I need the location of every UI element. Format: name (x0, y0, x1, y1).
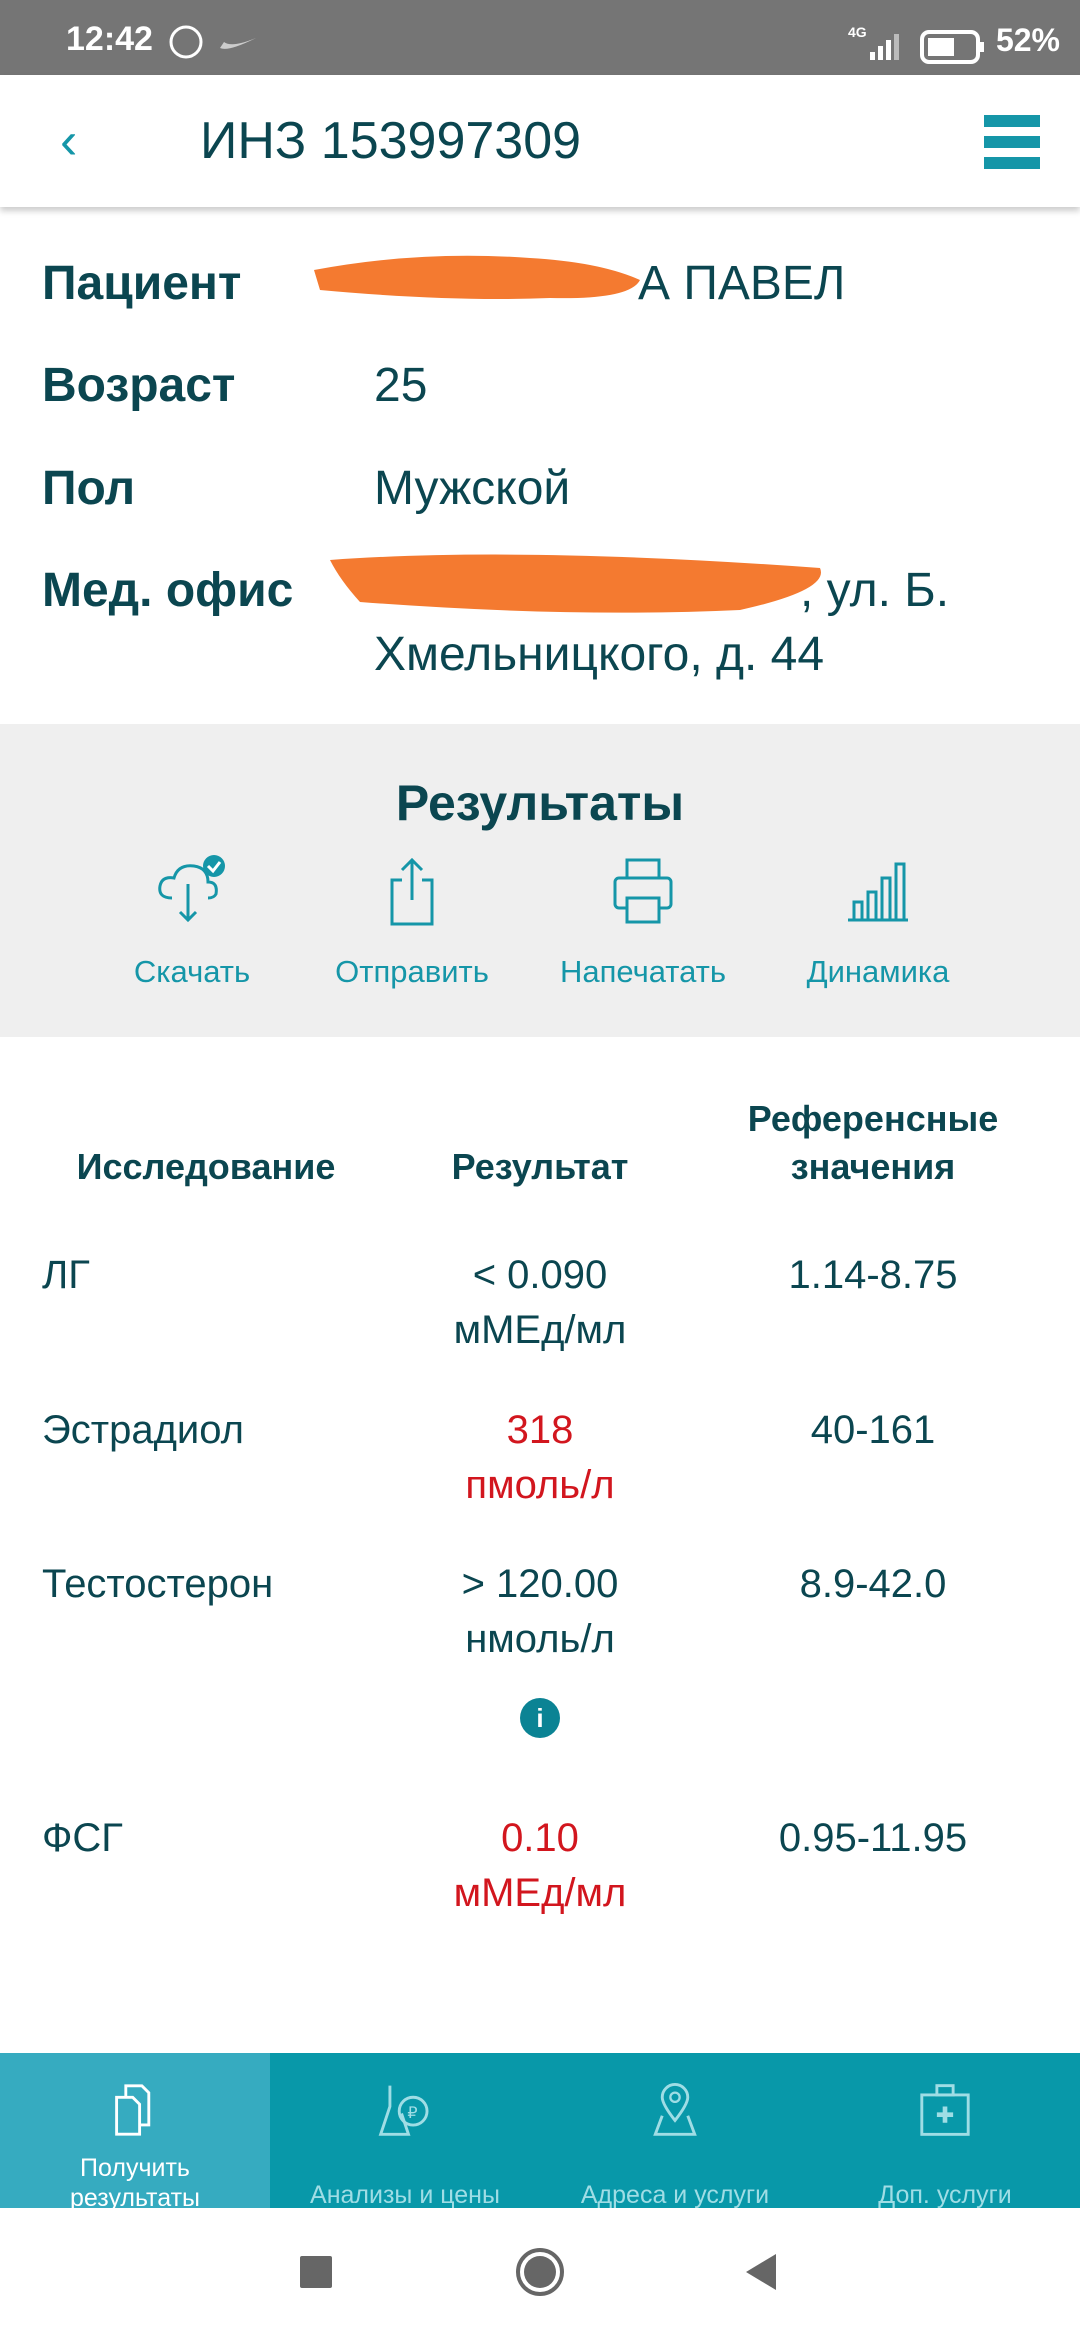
result-unit: нмоль/л (465, 1617, 615, 1661)
nav-addresses[interactable]: Адреса и услуги (540, 2053, 810, 2209)
col-header-test: Исследование (76, 1146, 336, 1187)
first-aid-kit-icon (920, 2084, 970, 2136)
print-button[interactable]: Напечатать (523, 854, 763, 990)
redaction-scribble (330, 554, 821, 613)
patient-label: Пациент (42, 257, 242, 310)
patient-value: А ПАВЕЛ (638, 257, 846, 310)
nav-get-results[interactable]: Получить результаты (0, 2053, 270, 2212)
send-button[interactable]: Отправить (292, 854, 532, 990)
network-type: 4G (848, 24, 867, 40)
back-nav-button[interactable] (742, 2252, 778, 2292)
office-line2: Хмельницкого, д. 44 (374, 628, 825, 681)
nav-label: результаты (70, 2184, 200, 2212)
download-button[interactable]: Скачать (72, 854, 312, 990)
sex-label: Пол (42, 462, 136, 515)
col-header-reference-line1: Референсные (747, 1098, 999, 1139)
nav-label: Анализы и цены (310, 2181, 500, 2209)
send-label: Отправить (335, 954, 489, 989)
share-icon (390, 857, 434, 926)
home-button[interactable] (516, 2248, 564, 2296)
result-unit: пмоль/л (465, 1463, 615, 1507)
flask-ruble-icon: ₽ (378, 2085, 429, 2136)
test-name: ЛГ (42, 1253, 90, 1297)
sex-value: Мужской (374, 462, 571, 515)
battery-icon (920, 30, 984, 64)
status-time: 12:42 (66, 20, 153, 58)
page-title: ИНЗ 153997309 (200, 112, 582, 170)
signal-icon (870, 34, 899, 60)
age-label: Возраст (42, 359, 236, 412)
reference-range: 40-161 (810, 1408, 936, 1452)
nav-tests-prices[interactable]: ₽ Анализы и цены (270, 2053, 540, 2209)
download-label: Скачать (133, 954, 251, 989)
results-title: Результаты (395, 775, 685, 831)
reference-range: 8.9-42.0 (799, 1562, 947, 1606)
nav-label: Адреса и услуги (580, 2181, 770, 2209)
printer-icon (613, 858, 673, 924)
test-name: ФСГ (42, 1816, 123, 1860)
office-line1: , ул. Б. (800, 564, 950, 617)
age-value: 25 (374, 359, 428, 412)
nike-icon (220, 38, 256, 49)
nav-extra-services[interactable]: Доп. услуги (810, 2053, 1080, 2209)
result-value: > 120.00 (461, 1562, 619, 1606)
system-nav-bar (0, 2208, 1080, 2340)
cloud-download-icon (158, 855, 225, 923)
documents-icon (115, 2084, 151, 2136)
recents-button[interactable] (300, 2256, 332, 2288)
result-unit: мМЕд/мл (453, 1308, 627, 1352)
test-name: Эстрадиол (42, 1408, 244, 1452)
result-value: 0.10 (501, 1816, 579, 1860)
print-label: Напечатать (559, 954, 727, 989)
status-bar: 12:42 4G 52% (0, 0, 1080, 75)
info-icon[interactable]: i (520, 1698, 560, 1738)
nav-label: Получить (80, 2154, 190, 2182)
app-header: ‹ ИНЗ 153997309 (0, 75, 1080, 207)
hamburger-icon[interactable] (984, 115, 1040, 169)
reference-range: 0.95-11.95 (778, 1816, 968, 1860)
reference-range: 1.14-8.75 (788, 1253, 958, 1297)
viber-icon (169, 25, 203, 59)
result-unit: мМЕд/мл (453, 1871, 627, 1915)
svg-text:₽: ₽ (407, 2104, 417, 2122)
dynamics-label: Динамика (806, 954, 950, 989)
bar-chart-icon (848, 862, 908, 922)
nav-label: Доп. услуги (878, 2181, 1012, 2209)
results-panel: Результаты Скачать Отправить Напечатать … (0, 724, 1080, 1037)
redaction-scribble (314, 255, 640, 299)
office-label: Мед. офис (42, 564, 294, 617)
bottom-nav: Получить результаты ₽ Анализы и цены Адре… (0, 2053, 1080, 2212)
map-pin-icon (653, 2083, 697, 2136)
col-header-result: Результат (451, 1146, 629, 1187)
result-value: 318 (506, 1408, 574, 1452)
dynamics-button[interactable]: Динамика (758, 854, 998, 990)
col-header-reference-line2: значения (790, 1146, 956, 1187)
test-name: Тестостерон (42, 1562, 274, 1606)
battery-percent: 52% (995, 22, 1060, 58)
back-button[interactable]: ‹ (60, 112, 78, 170)
result-value: < 0.090 (472, 1253, 608, 1297)
col-header-reference: Референсные значения (693, 1095, 1053, 1191)
